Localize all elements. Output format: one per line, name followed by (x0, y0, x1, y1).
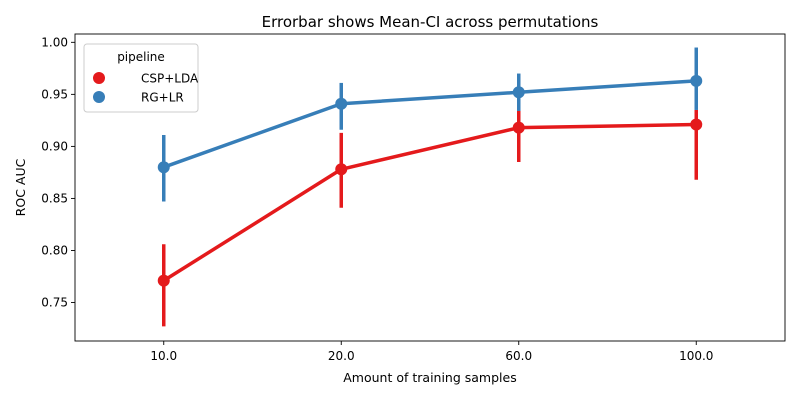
legend-label: CSP+LDA (141, 72, 199, 86)
data-point (335, 163, 348, 176)
series-line (162, 79, 698, 169)
y-tick-label: 1.00 (41, 35, 68, 49)
axes: 0.75 0.80 0.85 0.90 0.95 1.00 10.0 20.0 60.0 100.… (41, 35, 713, 363)
y-tick-label: 0.85 (41, 191, 68, 205)
y-tick-label: 0.90 (41, 139, 68, 153)
data-point (335, 97, 348, 110)
chart-title: Errorbar shows Mean-CI across permutatio… (262, 13, 599, 31)
y-tick-label: 0.95 (41, 87, 68, 101)
x-tick-label: 100.0 (679, 349, 713, 363)
legend-box (83, 43, 199, 113)
x-axis-label: Amount of training samples (343, 370, 516, 385)
x-tick-label: 10.0 (150, 349, 177, 363)
data-point (512, 121, 525, 134)
series-rg-lr (157, 47, 703, 202)
y-tick-label: 0.75 (41, 295, 68, 309)
series-csp-lda (157, 109, 703, 327)
legend-label: RG+LR (141, 91, 184, 105)
legend-marker (93, 91, 105, 103)
legend-title: pipeline (117, 50, 165, 64)
legend-marker (93, 72, 105, 84)
plot-frame (74, 33, 786, 342)
data-point (690, 118, 703, 131)
legend: pipeline CSP+LDA RG+LR (83, 43, 199, 113)
y-tick-label: 0.80 (41, 243, 68, 257)
x-tick-label: 20.0 (328, 349, 355, 363)
data-point (157, 161, 170, 174)
series-line (162, 122, 698, 283)
x-tick-label: 60.0 (505, 349, 532, 363)
data-point (157, 274, 170, 287)
plot-area (157, 47, 703, 327)
y-axis-label: ROC AUC (13, 158, 28, 216)
data-point (690, 74, 703, 87)
data-point (512, 86, 525, 99)
